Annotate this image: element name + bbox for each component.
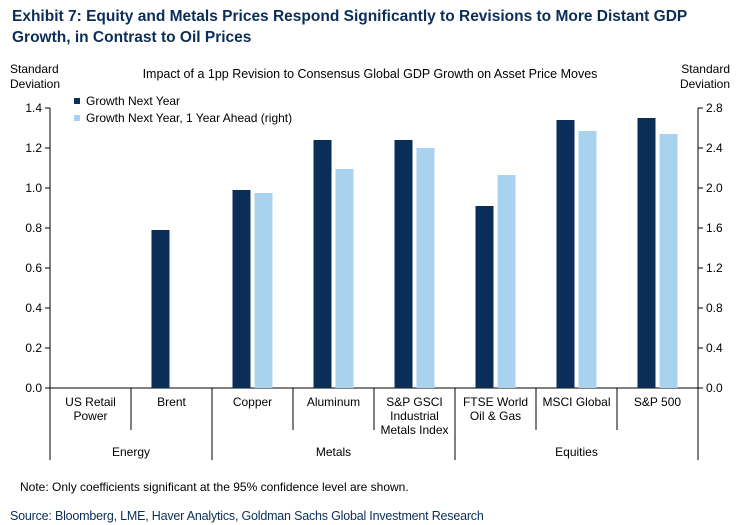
- exhibit-title: Exhibit 7: Equity and Metals Prices Resp…: [12, 8, 687, 46]
- category-label: Aluminum: [307, 395, 360, 409]
- bar-growth-next-year-1y-ahead: [497, 175, 516, 388]
- category-label: Oil & Gas: [470, 409, 521, 423]
- bar-growth-next-year-1y-ahead: [335, 169, 354, 388]
- left-tick-label: 1.0: [25, 181, 42, 195]
- left-tick-label: 1.2: [25, 141, 42, 155]
- legend-label: Growth Next Year, 1 Year Ahead (right): [86, 111, 292, 125]
- bar-growth-next-year-1y-ahead: [416, 148, 435, 388]
- bar-growth-next-year: [313, 140, 332, 388]
- category-label: S&P 500: [634, 395, 681, 409]
- left-axis-title-line-1: Standard: [10, 62, 59, 76]
- bar-growth-next-year: [475, 206, 494, 388]
- left-axis-title: Standard Deviation: [10, 62, 60, 92]
- group-label-energy: Energy: [112, 445, 150, 459]
- right-tick-label: 2.4: [706, 141, 723, 155]
- right-tick-label: 1.2: [706, 261, 723, 275]
- right-tick-label: 2.8: [706, 101, 723, 115]
- category-label: MSCI Global: [542, 395, 610, 409]
- left-tick-label: 1.4: [25, 101, 42, 115]
- left-axis-title-line-2: Deviation: [10, 77, 61, 91]
- group-label-metals: Metals: [316, 445, 351, 459]
- right-axis-title-line-2: Deviation: [679, 77, 730, 91]
- right-tick-label: 1.6: [706, 221, 723, 235]
- category-label: US Retail: [65, 395, 116, 409]
- legend-label: Growth Next Year: [86, 94, 180, 108]
- bar-growth-next-year-1y-ahead: [254, 193, 273, 388]
- category-label: Power: [73, 409, 107, 423]
- right-axis-title: Standard Deviation: [680, 62, 730, 92]
- category-label: Copper: [233, 395, 272, 409]
- category-label: Metals Index: [380, 423, 448, 437]
- footnote: Note: Only coefficients significant at t…: [20, 480, 409, 494]
- bar-growth-next-year-1y-ahead: [659, 134, 678, 388]
- bar-growth-next-year: [151, 230, 170, 388]
- right-tick-label: 0.8: [706, 301, 723, 315]
- bar-growth-next-year: [556, 120, 575, 388]
- right-axis-title-line-1: Standard: [681, 62, 730, 76]
- right-tick-label: 2.0: [706, 181, 723, 195]
- chart-title: Impact of a 1pp Revision to Consensus Gl…: [142, 67, 598, 81]
- left-tick-label: 0.2: [25, 341, 42, 355]
- source-line: Source: Bloomberg, LME, Haver Analytics,…: [10, 509, 484, 523]
- bar-growth-next-year: [637, 118, 656, 388]
- legend-swatch: [74, 115, 80, 121]
- legend-swatch: [74, 98, 80, 104]
- category-label: S&P GSCI: [386, 395, 442, 409]
- bar-growth-next-year: [232, 190, 251, 388]
- category-label: Brent: [157, 395, 186, 409]
- category-label: Industrial: [390, 409, 439, 423]
- bar-growth-next-year: [394, 140, 413, 388]
- left-tick-label: 0.4: [25, 301, 42, 315]
- right-tick-label: 0.0: [706, 381, 723, 395]
- right-tick-label: 0.4: [706, 341, 723, 355]
- left-tick-label: 0.0: [25, 381, 42, 395]
- group-label-equities: Equities: [555, 445, 598, 459]
- category-label: FTSE World: [463, 395, 528, 409]
- left-tick-label: 0.8: [25, 221, 42, 235]
- left-tick-label: 0.6: [25, 261, 42, 275]
- bar-growth-next-year-1y-ahead: [578, 131, 597, 388]
